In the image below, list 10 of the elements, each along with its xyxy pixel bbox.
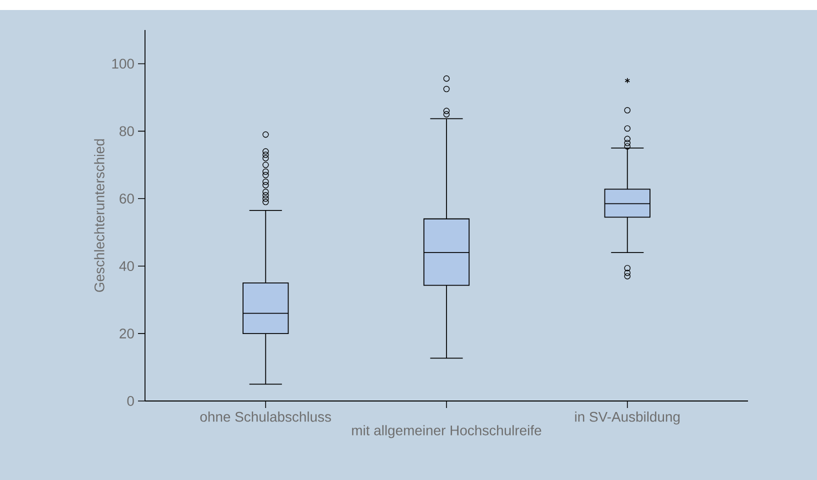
y-tick-label: 20 bbox=[120, 328, 134, 338]
y-tick-label: 40 bbox=[119, 261, 134, 272]
y-tick-label: 80 bbox=[120, 126, 134, 136]
y-tick-label: 100 bbox=[112, 58, 134, 69]
y-tick-label: 60 bbox=[120, 194, 134, 204]
x-tick-label: mit allgemeiner Hochschulreife bbox=[352, 425, 542, 438]
y-axis-title: Geschlechterunterschied bbox=[94, 139, 104, 292]
x-tick-label: ohne Schulabschluss bbox=[200, 412, 332, 422]
y-tick-label: 0 bbox=[127, 396, 134, 406]
x-tick-label: in SV-Ausbildung bbox=[575, 412, 680, 425]
